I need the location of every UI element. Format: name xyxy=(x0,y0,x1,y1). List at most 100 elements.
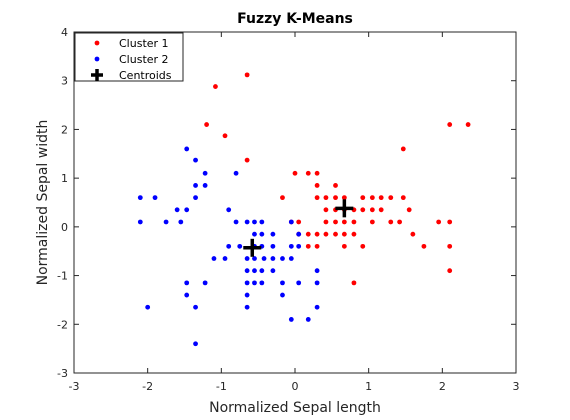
data-point xyxy=(465,122,471,127)
data-point xyxy=(222,256,228,261)
data-point xyxy=(333,219,338,225)
x-tick-label: 2 xyxy=(439,380,446,393)
axes: -3 -2 -1 0 1 2 3 -3 -2 -1 0 1 2 3 4 xyxy=(57,26,519,393)
data-point xyxy=(244,304,250,310)
data-point xyxy=(406,207,412,213)
data-point xyxy=(436,219,442,225)
data-point xyxy=(233,219,239,225)
chart-title: Fuzzy K-Means xyxy=(237,11,353,27)
x-tick-label: 3 xyxy=(513,380,520,393)
data-point xyxy=(351,280,357,286)
data-point xyxy=(178,219,184,225)
data-point xyxy=(333,183,338,188)
data-point xyxy=(388,195,394,201)
data-point xyxy=(259,268,265,274)
data-point xyxy=(369,207,375,213)
data-point xyxy=(410,231,416,237)
data-point xyxy=(270,268,276,274)
data-point xyxy=(333,195,338,201)
centroid-marker xyxy=(335,199,354,218)
data-point xyxy=(244,280,250,286)
data-point xyxy=(400,146,406,152)
x-tick-label: 0 xyxy=(292,380,299,393)
data-point xyxy=(211,256,217,261)
data-point xyxy=(222,133,228,139)
data-point xyxy=(397,219,403,225)
data-point xyxy=(314,243,320,249)
data-point xyxy=(360,207,366,213)
data-point xyxy=(244,72,250,78)
data-point xyxy=(305,243,311,249)
data-point xyxy=(447,219,453,225)
data-point xyxy=(351,231,357,237)
data-point xyxy=(400,195,406,201)
y-tick-label: 4 xyxy=(61,26,68,39)
data-point xyxy=(280,280,285,286)
data-point xyxy=(288,243,294,249)
data-point xyxy=(341,195,347,201)
data-point xyxy=(233,170,239,176)
data-point xyxy=(252,256,257,261)
data-point xyxy=(270,256,276,261)
data-point xyxy=(305,231,311,237)
data-point xyxy=(314,231,320,237)
data-point xyxy=(252,231,257,237)
data-point xyxy=(145,304,151,310)
data-point xyxy=(280,292,285,298)
data-point xyxy=(244,157,250,163)
data-point xyxy=(314,170,320,176)
legend-label: Cluster 1 xyxy=(119,37,169,50)
y-tick-label: 1 xyxy=(61,172,68,185)
data-point xyxy=(378,195,384,201)
data-point xyxy=(323,231,329,237)
data-point xyxy=(184,280,190,286)
data-point xyxy=(184,292,190,298)
data-point xyxy=(237,243,243,249)
data-point xyxy=(244,256,250,261)
data-point xyxy=(314,304,320,310)
data-point xyxy=(244,219,250,225)
data-point xyxy=(193,157,198,163)
data-point xyxy=(152,195,158,201)
data-point xyxy=(193,341,198,347)
data-point xyxy=(252,219,257,225)
data-point xyxy=(296,231,302,237)
y-tick-label: -2 xyxy=(57,318,68,331)
legend-marker xyxy=(94,40,100,46)
data-point xyxy=(296,219,302,225)
data-point xyxy=(252,280,257,286)
x-tick-label: -1 xyxy=(216,380,227,393)
data-point xyxy=(341,243,347,249)
y-tick-label: 3 xyxy=(61,75,68,88)
data-point xyxy=(378,207,384,213)
data-point xyxy=(213,84,218,89)
legend-entry-1: Cluster 1 xyxy=(94,37,169,50)
data-point xyxy=(259,231,265,237)
series-2 xyxy=(137,146,320,347)
data-point xyxy=(296,280,302,286)
x-tick-label: -3 xyxy=(69,380,80,393)
data-point xyxy=(323,195,329,201)
data-point xyxy=(288,317,294,322)
data-point xyxy=(244,292,250,298)
legend: Cluster 1 Cluster 2 Centroids xyxy=(74,32,184,82)
x-tick-label: -2 xyxy=(142,380,153,393)
data-point xyxy=(288,256,294,261)
y-axis-label: Normalized Sepal width xyxy=(35,120,51,286)
data-point xyxy=(305,317,311,322)
data-point xyxy=(369,195,375,201)
centroids xyxy=(243,199,354,257)
data-point xyxy=(305,170,311,176)
data-point xyxy=(314,183,320,188)
data-point xyxy=(259,280,265,286)
data-point xyxy=(193,183,198,188)
y-tick-label: -1 xyxy=(57,270,68,283)
data-point xyxy=(314,195,320,201)
data-point xyxy=(202,280,208,286)
legend-marker xyxy=(94,56,100,62)
centroid-marker xyxy=(243,238,262,257)
data-point xyxy=(193,195,198,201)
data-point xyxy=(259,219,265,225)
data-point xyxy=(447,243,453,249)
